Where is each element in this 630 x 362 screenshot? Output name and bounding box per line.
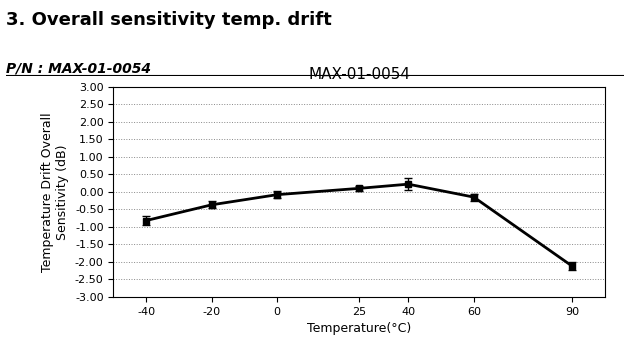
Text: P/N : MAX-01-0054: P/N : MAX-01-0054: [6, 62, 151, 76]
X-axis label: Temperature(°C): Temperature(°C): [307, 322, 411, 335]
Y-axis label: Temperature Drift Overall
Sensitivity (dB): Temperature Drift Overall Sensitivity (d…: [42, 112, 69, 272]
Title: MAX-01-0054: MAX-01-0054: [308, 67, 410, 81]
Text: 3. Overall sensitivity temp. drift: 3. Overall sensitivity temp. drift: [6, 11, 332, 29]
